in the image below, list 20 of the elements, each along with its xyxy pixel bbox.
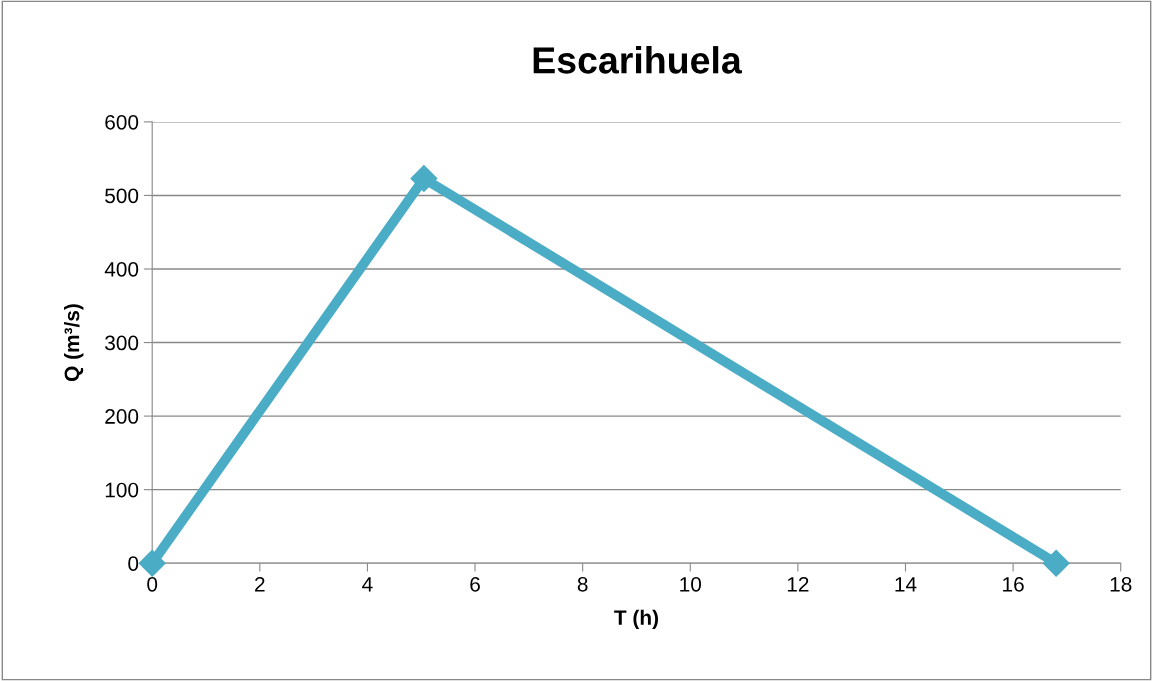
y-tick-label: 100 bbox=[105, 482, 139, 498]
y-tick-label: 400 bbox=[104, 262, 139, 277]
x-tick-label: 6 bbox=[470, 576, 480, 592]
x-axis-title: T (h) bbox=[614, 609, 658, 630]
y-axis-title: Q (m³/s) bbox=[63, 304, 84, 382]
x-tick-label: 4 bbox=[362, 577, 373, 592]
x-tick-label: 14 bbox=[895, 577, 917, 592]
x-tick-label: 12 bbox=[787, 576, 809, 592]
x-tick-label: 10 bbox=[680, 576, 702, 592]
y-tick-label: 0 bbox=[128, 556, 139, 571]
x-tick-label: 0 bbox=[147, 576, 158, 592]
y-tick-label: 200 bbox=[105, 409, 139, 424]
y-tick-label: 600 bbox=[105, 114, 139, 130]
x-tick-label: 8 bbox=[577, 576, 588, 592]
x-tick-label: 2 bbox=[255, 576, 265, 592]
x-tick-label: 18 bbox=[1110, 576, 1132, 592]
y-tick-label: 300 bbox=[105, 335, 139, 351]
y-tick-label: 500 bbox=[105, 188, 139, 204]
x-tick-label: 16 bbox=[1003, 576, 1024, 592]
chart-title: Escarihuela bbox=[533, 46, 742, 74]
